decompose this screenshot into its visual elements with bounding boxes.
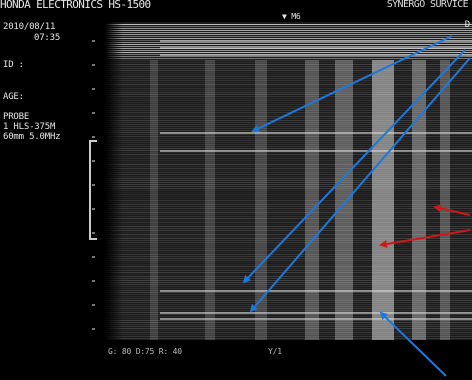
exam-time: 07:35 [34,33,61,43]
service-label: SYNERGO SURVICE [386,0,469,10]
depth-tick [92,112,95,114]
blue-arrow-icon [251,35,453,133]
probe-model: 1 HLS-375M [3,122,56,132]
plane-indicator: Y/1 [268,347,282,356]
depth-tick [92,136,95,138]
blue-arrow-icon [242,49,466,284]
probe-settings: 60mm 5.0MHz [3,132,61,142]
probe-label: PROBE [3,112,30,122]
depth-tick [92,88,95,90]
blue-arrow-icon [379,311,447,377]
depth-tick [92,208,95,210]
depth-tick [92,160,95,162]
red-arrow-icon [433,204,471,216]
depth-tick [92,280,95,282]
exam-date: 2010/08/11 [3,22,56,32]
corner-mark: D [464,20,470,30]
depth-tick [92,64,95,66]
depth-tick [92,256,95,258]
depth-bracket-icon [89,140,97,240]
gain-depth-settings: G: 80 D:75 R: 40 [108,347,182,356]
device-title: HONDA ELECTRONICS HS-1500 [0,0,151,11]
depth-tick [92,304,95,306]
depth-tick [92,184,95,186]
blue-arrow-icon [249,57,471,313]
patient-id-label: ID : [3,60,24,70]
red-arrow-icon [379,229,471,248]
depth-tick [92,328,95,330]
depth-tick [92,232,95,234]
depth-tick [92,40,95,42]
cursor-marker: ▼ M6 [282,12,301,21]
patient-age-label: AGE: [3,92,24,102]
